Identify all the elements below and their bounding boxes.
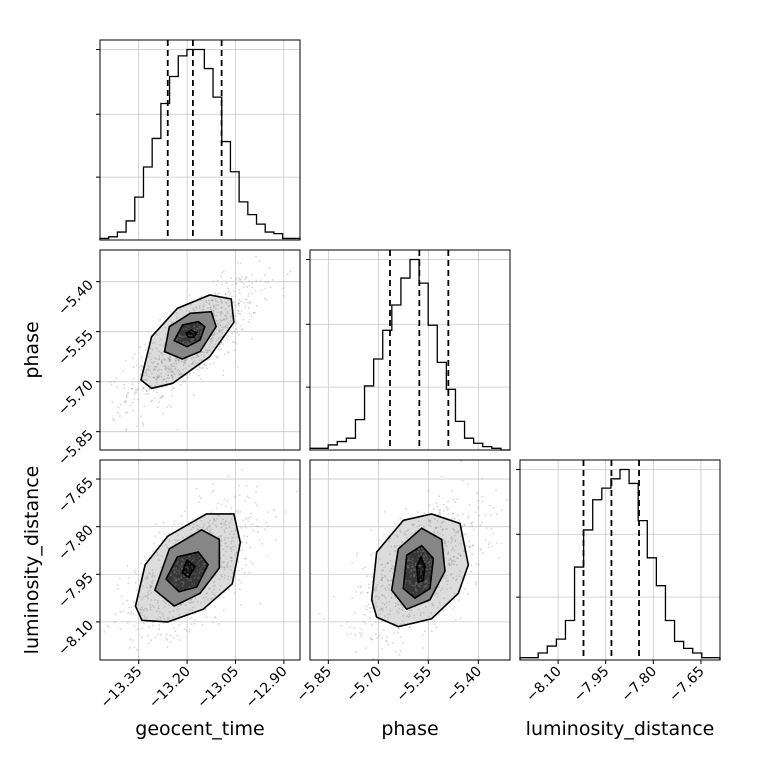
samples-geocent_time-luminosity_distance bbox=[103, 469, 298, 651]
contour-phase-luminosity_distance-1 bbox=[402, 544, 435, 600]
contour-phase-luminosity_distance-3 bbox=[370, 513, 470, 628]
xtick-label-geocent_time-0: −13.35 bbox=[98, 664, 146, 712]
contour-geocent_time-luminosity_distance-3 bbox=[134, 513, 242, 623]
xtick-label-luminosity_distance-0: −8.10 bbox=[523, 664, 565, 706]
grid-geocent_time-hist bbox=[100, 40, 300, 240]
contour-geocent_time-phase-2 bbox=[163, 310, 218, 360]
ytick-label-luminosity_distance-3: −7.65 bbox=[55, 475, 97, 517]
contour-phase-luminosity_distance-2 bbox=[390, 527, 446, 611]
xtick-label-phase-2: −5.55 bbox=[394, 664, 436, 706]
ylabel-luminosity_distance: luminosity_distance bbox=[21, 466, 43, 655]
ytick-label-phase-3: −5.40 bbox=[55, 277, 97, 319]
xtick-label-geocent_time-3: −12.90 bbox=[243, 664, 291, 712]
ytick-label-phase-2: −5.55 bbox=[55, 327, 97, 369]
histogram-geocent_time bbox=[99, 48, 301, 240]
histogram-luminosity_distance bbox=[519, 468, 721, 660]
contour-geocent_time-luminosity_distance-2 bbox=[153, 528, 221, 607]
axes-phase-hist bbox=[309, 249, 511, 451]
contour-phase-luminosity_distance-0 bbox=[415, 554, 426, 584]
samples-geocent_time-phase bbox=[109, 255, 292, 432]
xtick-label-phase-3: −5.40 bbox=[444, 664, 486, 706]
axes-geocent_time-phase bbox=[99, 249, 301, 451]
ytick-label-luminosity_distance-0: −8.10 bbox=[55, 617, 97, 659]
ytick-label-luminosity_distance-1: −7.95 bbox=[55, 570, 97, 612]
ytick-label-luminosity_distance-2: −7.80 bbox=[55, 522, 97, 564]
contour-geocent_time-phase-1 bbox=[173, 320, 206, 348]
axes-luminosity_distance-hist bbox=[519, 459, 721, 661]
xlabel-luminosity_distance: luminosity_distance bbox=[526, 718, 715, 740]
xtick-label-geocent_time-1: −13.20 bbox=[146, 664, 194, 712]
xtick-label-phase-0: −5.85 bbox=[294, 664, 336, 706]
ytick-label-phase-1: −5.70 bbox=[55, 377, 97, 419]
grid-phase-hist bbox=[310, 250, 510, 450]
contour-geocent_time-phase-3 bbox=[140, 294, 235, 390]
axes-phase-luminosity_distance bbox=[309, 459, 511, 661]
histogram-phase bbox=[309, 258, 510, 451]
axes-geocent_time-hist bbox=[99, 39, 301, 241]
xtick-label-luminosity_distance-1: −7.95 bbox=[571, 664, 613, 706]
xtick-label-geocent_time-2: −13.05 bbox=[194, 664, 242, 712]
ylabel-phase: phase bbox=[21, 321, 43, 378]
xlabel-phase: phase bbox=[381, 718, 438, 740]
xtick-label-luminosity_distance-3: −7.65 bbox=[666, 664, 708, 706]
xtick-label-luminosity_distance-2: −7.80 bbox=[619, 664, 661, 706]
xlabel-geocent_time: geocent_time bbox=[135, 718, 264, 740]
contour-geocent_time-luminosity_distance-0 bbox=[181, 558, 197, 579]
grid-luminosity_distance-hist bbox=[520, 460, 720, 660]
ytick-label-phase-0: −5.85 bbox=[55, 427, 97, 469]
contour-geocent_time-luminosity_distance-1 bbox=[165, 551, 210, 593]
grid-geocent_time-phase bbox=[100, 250, 300, 450]
contour-geocent_time-phase-0 bbox=[185, 329, 198, 339]
axes-geocent_time-luminosity_distance bbox=[99, 459, 301, 661]
xtick-label-phase-1: −5.70 bbox=[344, 664, 386, 706]
